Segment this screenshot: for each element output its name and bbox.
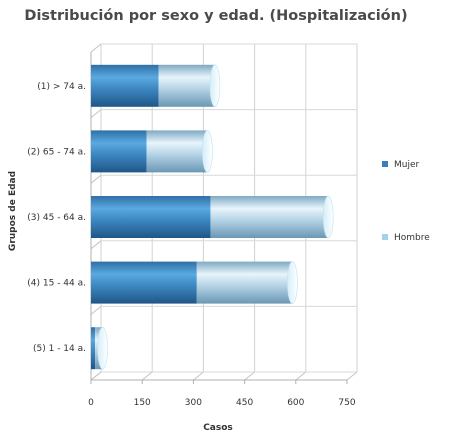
x-tick-label: 750 [338,398,355,408]
x-axis-label: Casos [203,423,233,433]
x-tick-label: 150 [134,398,151,408]
floor-line [346,371,358,381]
side-wall-line [90,240,102,250]
y-axis-label: Grupos de Edad [8,171,18,251]
bar-mujer-3 [91,196,211,238]
bar-hombre-2 [146,130,208,173]
x-tick-label: 600 [287,398,304,408]
x-tick-label: 450 [236,398,253,408]
bar-end-cap-5 [97,326,108,370]
bar-hombre-3 [210,196,329,238]
floor-line [244,371,255,381]
bar-mujer-4 [91,261,197,304]
y-tick-label: (4) 15 - 44 a. [27,279,86,289]
bar-mujer-2 [91,130,147,173]
floor-line [193,371,204,381]
floor-line [141,371,153,381]
y-tick-label: (1) > 74 a. [37,82,86,92]
bar-mujer-5 [91,327,96,370]
legend-swatch-hombre [382,234,388,240]
x-tick-label: 0 [88,398,94,408]
chart-title: Distribución por sexo y edad. (Hospitali… [24,8,407,24]
legend: Mujer Hombre [382,160,430,243]
y-tick-label: (2) 65 - 74 a. [27,147,86,157]
side-wall-line [90,109,102,118]
bar-end-cap-1 [209,64,221,108]
legend-swatch-mujer [382,161,388,167]
side-wall-line [90,43,102,53]
floor-line [295,371,307,381]
x-tick-label: 300 [185,398,202,408]
legend-label-hombre: Hombre [394,233,430,243]
bar-hombre-4 [196,261,293,304]
axis-ticks: 0 150 300 450 600 750 (1) > 74 a. (2) 65 - 74 a… [27,82,356,408]
bar-mujer-1 [91,64,159,107]
bar-end-cap-2 [202,130,213,173]
bar-hombre-1 [158,64,215,107]
side-wall-line [90,174,102,184]
bar-end-cap-4 [287,261,298,304]
bars [91,64,334,370]
y-tick-label: (5) 1 - 14 a. [33,344,86,354]
legend-label-mujer: Mujer [394,160,420,170]
side-wall-line [90,306,102,315]
bar-end-cap-3 [322,195,334,239]
y-tick-label: (3) 45 - 64 a. [27,213,86,223]
side-wall-line [90,371,102,381]
